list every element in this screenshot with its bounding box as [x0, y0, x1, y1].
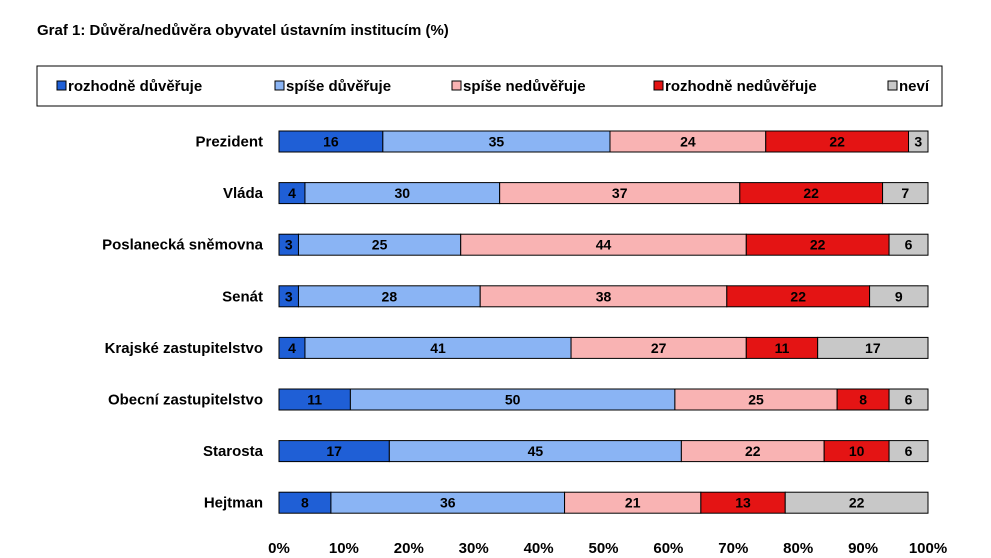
data-label-poslanecka-snemovna-rozhodne-duveruje: 3 [285, 237, 293, 253]
data-label-starosta-nevi: 6 [905, 443, 913, 459]
data-label-obecni-zastupitelstvo-rozhodne-neduveruje: 8 [859, 392, 867, 408]
data-label-vlada-spise-duveruje: 30 [395, 185, 411, 201]
data-label-vlada-nevi: 7 [901, 185, 909, 201]
x-tick-label-7: 70% [718, 540, 748, 557]
x-tick-label-0: 0% [268, 540, 290, 557]
data-label-hejtman-nevi: 22 [849, 495, 865, 511]
category-label-prezident: Prezident [195, 134, 263, 151]
data-label-hejtman-spise-duveruje: 36 [440, 495, 456, 511]
legend-swatch-spise-duveruje [274, 80, 285, 91]
bar-starosta-nevi [888, 440, 929, 463]
data-label-senat-rozhodne-duveruje: 3 [285, 288, 293, 304]
data-label-vlada-rozhodne-neduveruje: 22 [803, 185, 819, 201]
bar-krajske-zastupitelstvo-nevi [817, 336, 929, 359]
data-label-obecni-zastupitelstvo-nevi: 6 [905, 392, 913, 408]
data-label-poslanecka-snemovna-rozhodne-neduveruje: 22 [810, 237, 826, 253]
legend-label-spise-neduveruje: spíše nedůvěřuje [463, 78, 586, 95]
legend-label-rozhodne-duveruje: rozhodně důvěřuje [68, 78, 202, 95]
data-label-poslanecka-snemovna-nevi: 6 [905, 237, 913, 253]
category-label-hejtman: Hejtman [204, 495, 263, 512]
data-label-starosta-spise-neduveruje: 22 [745, 443, 761, 459]
data-label-starosta-spise-duveruje: 45 [528, 443, 544, 459]
chart-title: Graf 1: Důvěra/nedůvěra obyvatel ústavní… [37, 22, 449, 39]
data-label-hejtman-spise-neduveruje: 21 [625, 495, 641, 511]
data-label-prezident-spise-neduveruje: 24 [680, 134, 696, 150]
data-label-starosta-rozhodne-neduveruje: 10 [849, 443, 865, 459]
data-label-senat-spise-neduveruje: 38 [596, 288, 612, 304]
category-label-senat: Senát [222, 288, 263, 305]
data-label-poslanecka-snemovna-spise-neduveruje: 44 [596, 237, 612, 253]
legend-swatch-rozhodne-duveruje [56, 80, 67, 91]
data-label-hejtman-rozhodne-neduveruje: 13 [735, 495, 751, 511]
data-label-obecni-zastupitelstvo-rozhodne-duveruje: 11 [307, 392, 322, 408]
x-tick-label-5: 50% [588, 540, 618, 557]
data-label-krajske-zastupitelstvo-spise-neduveruje: 27 [651, 340, 667, 356]
bar-senat-nevi [869, 285, 929, 308]
legend-label-nevi: neví [899, 78, 930, 95]
category-label-starosta: Starosta [203, 443, 264, 460]
legend-label-rozhodne-neduveruje: rozhodně nedůvěřuje [665, 78, 817, 95]
bar-vlada-nevi [882, 182, 929, 205]
category-label-vlada: Vláda [223, 185, 264, 202]
x-tick-label-2: 20% [394, 540, 424, 557]
data-label-prezident-nevi: 3 [914, 134, 922, 150]
bar-obecni-zastupitelstvo-nevi [888, 388, 929, 411]
bar-prezident-nevi [908, 130, 929, 153]
category-label-krajske-zastupitelstvo: Krajské zastupitelstvo [105, 340, 263, 357]
data-label-vlada-spise-neduveruje: 37 [612, 185, 628, 201]
category-label-poslanecka-snemovna: Poslanecká sněmovna [102, 237, 264, 254]
data-label-obecni-zastupitelstvo-spise-duveruje: 50 [505, 392, 521, 408]
data-label-hejtman-rozhodne-duveruje: 8 [301, 495, 309, 511]
data-label-prezident-spise-duveruje: 35 [489, 134, 505, 150]
legend-swatch-rozhodne-neduveruje [653, 80, 664, 91]
data-label-prezident-rozhodne-duveruje: 16 [323, 134, 339, 150]
x-tick-label-8: 80% [783, 540, 813, 557]
data-label-krajske-zastupitelstvo-rozhodne-duveruje: 4 [288, 340, 296, 356]
legend-swatch-spise-neduveruje [451, 80, 462, 91]
data-label-starosta-rozhodne-duveruje: 17 [326, 443, 342, 459]
legend-label-spise-duveruje: spíše důvěřuje [286, 78, 391, 95]
x-tick-label-4: 40% [524, 540, 554, 557]
x-tick-label-1: 10% [329, 540, 359, 557]
data-label-vlada-rozhodne-duveruje: 4 [288, 185, 296, 201]
x-tick-label-9: 90% [848, 540, 878, 557]
x-tick-label-3: 30% [459, 540, 489, 557]
data-label-prezident-rozhodne-neduveruje: 22 [829, 134, 845, 150]
data-label-krajske-zastupitelstvo-nevi: 17 [865, 340, 881, 356]
legend-swatch-nevi [887, 80, 898, 91]
x-tick-label-6: 60% [653, 540, 683, 557]
category-label-obecni-zastupitelstvo: Obecní zastupitelstvo [108, 392, 263, 409]
data-label-senat-nevi: 9 [895, 288, 903, 304]
data-label-obecni-zastupitelstvo-spise-neduveruje: 25 [748, 392, 764, 408]
bar-hejtman-nevi [784, 491, 929, 514]
data-label-senat-rozhodne-neduveruje: 22 [790, 288, 806, 304]
data-label-poslanecka-snemovna-spise-duveruje: 25 [372, 237, 388, 253]
data-label-senat-spise-duveruje: 28 [382, 288, 398, 304]
bar-poslanecka-snemovna-nevi [888, 233, 929, 256]
legend-box [36, 65, 943, 107]
data-label-krajske-zastupitelstvo-spise-duveruje: 41 [430, 340, 446, 356]
data-label-krajske-zastupitelstvo-rozhodne-neduveruje: 11 [775, 340, 790, 356]
x-tick-label-10: 100% [909, 540, 947, 557]
